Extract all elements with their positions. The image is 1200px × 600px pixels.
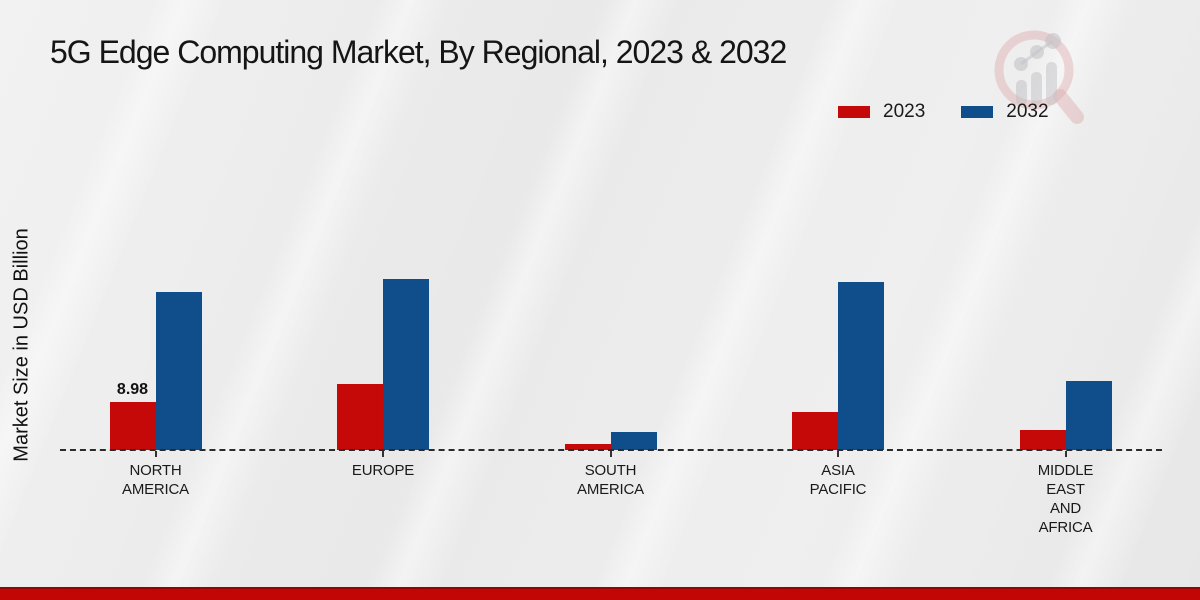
legend-label-2032: 2032 xyxy=(1006,101,1049,122)
x-axis-tick-south-america xyxy=(609,451,612,457)
x-axis-baseline xyxy=(60,449,1162,451)
bar-2023-north-america xyxy=(109,402,156,450)
bar-2032-europe xyxy=(383,279,429,450)
legend-item-2023: 2023 xyxy=(838,101,925,123)
footer-stripe xyxy=(0,587,1200,600)
bar-2032-asia-pacific xyxy=(838,282,884,450)
bar-2032-middle-east-and-africa xyxy=(1065,381,1112,450)
category-label-north-america: NORTH AMERICA xyxy=(122,462,189,498)
legend: 2023 2032 xyxy=(838,101,1049,123)
category-label-asia-pacific: ASIA PACIFIC xyxy=(809,462,867,498)
bar-2023-south-america xyxy=(564,444,611,450)
magnifier-bar-chart-logo-icon xyxy=(994,30,1084,124)
bar-2032-north-america xyxy=(155,292,202,450)
x-axis-tick-middle-east-and-africa xyxy=(1064,451,1067,457)
category-label-europe: EUROPE xyxy=(351,462,415,479)
legend-swatch-2032 xyxy=(961,106,994,118)
category-label-south-america: SOUTH AMERICA xyxy=(577,462,644,498)
chart-title: 5G Edge Computing Market, By Regional, 2… xyxy=(50,34,787,70)
legend-swatch-2023 xyxy=(838,106,870,118)
category-label-middle-east-and-africa: MIDDLE EAST AND AFRICA xyxy=(1037,462,1094,536)
bar-value-label-north-america: 8.98 xyxy=(116,381,149,398)
legend-item-2032: 2032 xyxy=(961,101,1049,123)
bar-2023-middle-east-and-africa xyxy=(1019,430,1066,450)
bar-2032-south-america xyxy=(610,432,657,450)
x-axis-tick-north-america xyxy=(154,451,157,457)
bar-2023-europe xyxy=(337,384,383,450)
legend-label-2023: 2023 xyxy=(883,101,926,122)
bar-2023-asia-pacific xyxy=(792,412,838,450)
x-axis-tick-europe xyxy=(382,451,384,457)
x-axis-tick-asia-pacific xyxy=(837,451,839,457)
